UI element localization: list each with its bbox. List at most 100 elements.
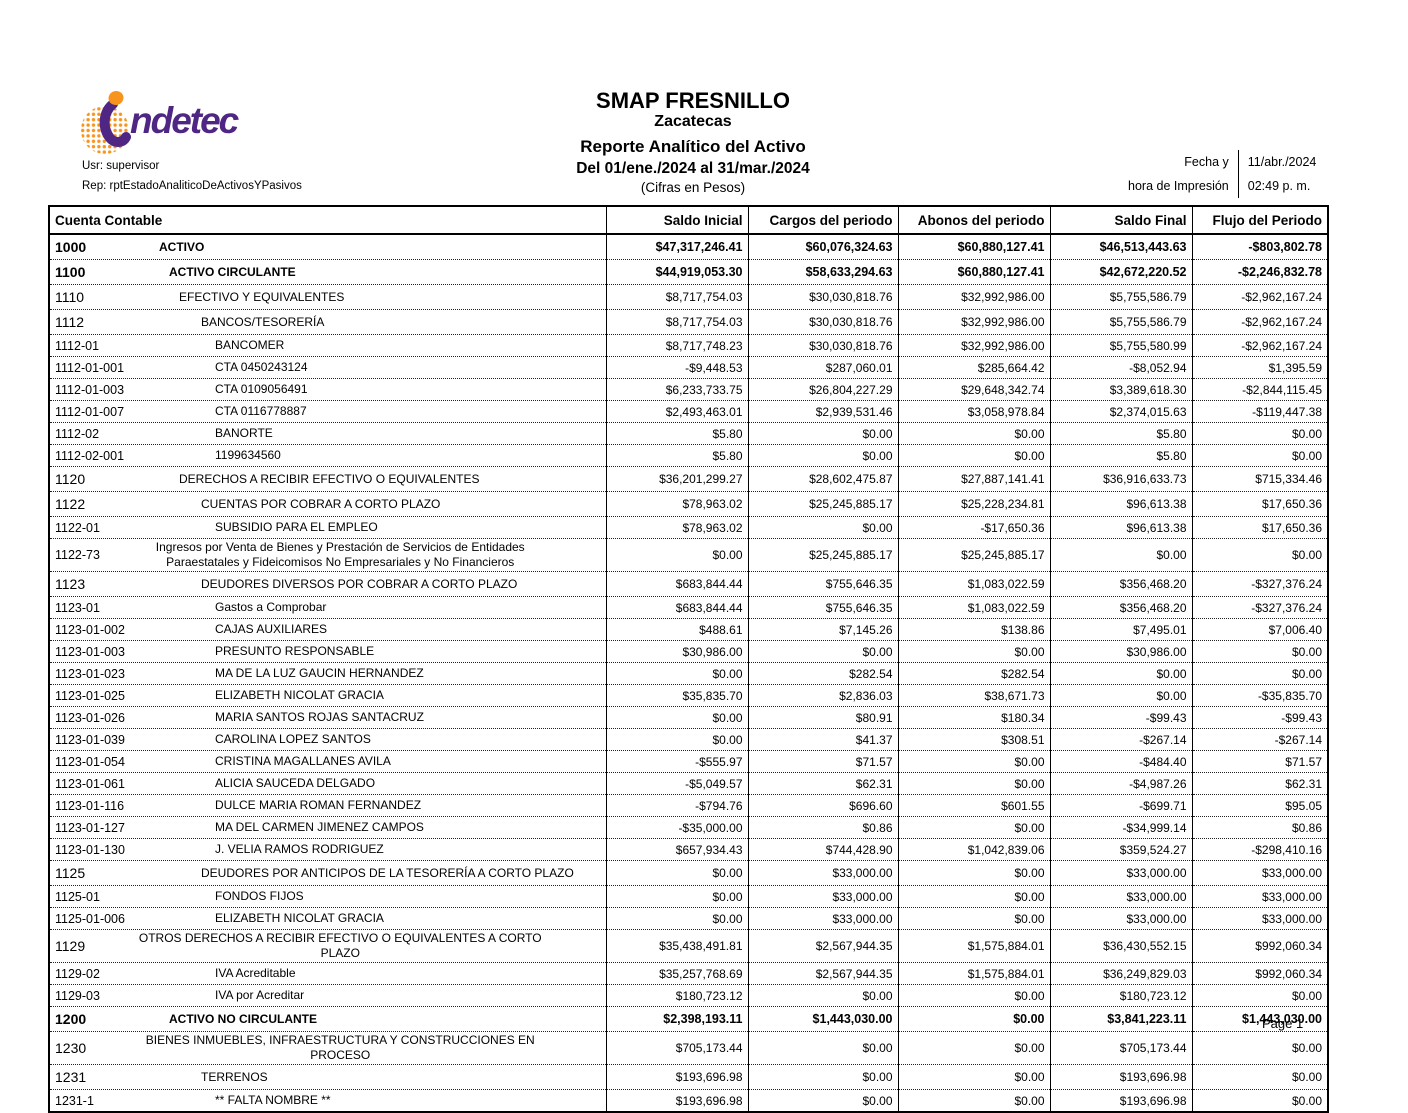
table-row: 1200 ACTIVO NO CIRCULANTE $2,398,193.11 … (49, 1006, 1328, 1032)
cell-abonos-periodo: $601.55 (897, 794, 1050, 817)
cell-saldo-final: $30,986.00 (1049, 640, 1192, 663)
cell-saldo-final: $5,755,586.79 (1049, 284, 1192, 310)
cell-abonos-periodo: $0.00 (897, 750, 1050, 773)
account-description: BIENES INMUEBLES, INFRAESTRUCTURA Y CONS… (145, 1033, 535, 1062)
cell-flujo-periodo: $0.00 (1191, 538, 1328, 572)
account-code: 1123-01-039 (55, 732, 125, 747)
cell-saldo-final: -$4,987.26 (1049, 772, 1192, 795)
cell-abonos-periodo: $25,228,234.81 (897, 491, 1050, 517)
table-row: 1123-01-002 CAJAS AUXILIARES $488.61 $7,… (49, 618, 1328, 641)
cell-saldo-inicial: $5.80 (605, 444, 748, 467)
cuenta-cell: 1123-01-003 PRESUNTO RESPONSABLE (49, 640, 606, 663)
cell-saldo-final: -$99.43 (1049, 706, 1192, 729)
account-table-body: 1000 ACTIVO $47,317,246.41 $60,076,324.6… (49, 234, 1328, 1112)
cell-flujo-periodo: $7,006.40 (1191, 618, 1328, 641)
cuenta-cell: 1129 OTROS DERECHOS A RECIBIR EFECTIVO O… (49, 929, 606, 963)
account-description: ACTIVO CIRCULANTE (169, 264, 296, 279)
cell-saldo-final: $33,000.00 (1049, 885, 1192, 908)
cell-saldo-inicial: $36,201,299.27 (605, 466, 748, 492)
cuenta-cell: 1123-01-127 MA DEL CARMEN JIMENEZ CAMPOS (49, 816, 606, 839)
account-description: IVA por Acreditar (215, 988, 305, 1002)
col-cargos-periodo: Cargos del periodo (747, 206, 898, 235)
table-row: 1122 CUENTAS POR COBRAR A CORTO PLAZO $7… (49, 491, 1328, 517)
account-code: 1123 (55, 576, 86, 592)
account-description: Gastos a Comprobar (215, 600, 327, 614)
cell-saldo-inicial: $35,835.70 (605, 684, 748, 707)
account-code: 1122 (55, 496, 86, 512)
col-saldo-inicial: Saldo Inicial (605, 206, 748, 235)
table-row: 1129-03 IVA por Acreditar $180,723.12 $0… (49, 984, 1328, 1007)
cell-cargos-periodo: $30,030,818.76 (747, 334, 898, 357)
account-description: DULCE MARIA ROMAN FERNANDEZ (215, 798, 422, 812)
cell-saldo-inicial: $8,717,754.03 (605, 309, 748, 335)
cell-cargos-periodo: $0.00 (747, 640, 898, 663)
page-number: Page 1 (1262, 1016, 1304, 1031)
cell-abonos-periodo: -$17,650.36 (897, 516, 1050, 539)
cuenta-cell: 1112-01-007 CTA 0116778887 (49, 400, 606, 423)
cell-cargos-periodo: $0.00 (747, 1089, 898, 1112)
table-row: 1110 EFECTIVO Y EQUIVALENTES $8,717,754.… (49, 284, 1328, 310)
cell-cargos-periodo: $62.31 (747, 772, 898, 795)
cell-saldo-final: $7,495.01 (1049, 618, 1192, 641)
period-subtitle: Del 01/ene./2024 al 31/mar./2024 (576, 160, 810, 178)
account-code: 1129-02 (55, 966, 100, 981)
cell-flujo-periodo: $0.00 (1191, 640, 1328, 663)
cell-saldo-inicial: $30,986.00 (605, 640, 748, 663)
cell-flujo-periodo: -$2,962,167.24 (1191, 284, 1328, 310)
col-flujo-periodo: Flujo del Periodo (1191, 206, 1328, 235)
cell-cargos-periodo: $7,145.26 (747, 618, 898, 641)
cell-abonos-periodo: $3,058,978.84 (897, 400, 1050, 423)
cell-flujo-periodo: $17,650.36 (1191, 491, 1328, 517)
cell-saldo-inicial: -$555.97 (605, 750, 748, 773)
state-subtitle: Zacatecas (654, 113, 732, 131)
cell-abonos-periodo: $0.00 (897, 885, 1050, 908)
account-code: 1120 (55, 471, 86, 487)
title-block: SMAP FRESNILLO Zacatecas Reporte Analíti… (453, 88, 933, 196)
cell-saldo-inicial: $6,233,733.75 (605, 378, 748, 401)
table-row: 1120 DERECHOS A RECIBIR EFECTIVO O EQUIV… (49, 466, 1328, 492)
account-description: OTROS DERECHOS A RECIBIR EFECTIVO O EQUI… (138, 931, 542, 960)
account-code: 1123-01-003 (55, 644, 125, 659)
cell-saldo-inicial: -$9,448.53 (605, 356, 748, 379)
account-description: PRESUNTO RESPONSABLE (215, 644, 375, 658)
cell-saldo-final: $36,916,633.73 (1049, 466, 1192, 492)
report-title: Reporte Analítico del Activo (580, 136, 806, 156)
table-row: 1129-02 IVA Acreditable $35,257,768.69 $… (49, 962, 1328, 985)
account-code: 1123-01-127 (55, 820, 125, 835)
cell-abonos-periodo: $1,083,022.59 (897, 596, 1050, 619)
table-row: 1112-01-007 CTA 0116778887 $2,493,463.01… (49, 400, 1328, 423)
cell-saldo-final: $356,468.20 (1049, 571, 1192, 597)
cell-flujo-periodo: $1,443,030.00 (1191, 1006, 1328, 1032)
cuenta-cell: 1122 CUENTAS POR COBRAR A CORTO PLAZO (49, 491, 606, 517)
cell-abonos-periodo: $0.00 (897, 1031, 1050, 1065)
account-description: IVA Acreditable (215, 966, 296, 980)
cell-flujo-periodo: $95.05 (1191, 794, 1328, 817)
cuenta-cell: 1125-01-006 ELIZABETH NICOLAT GRACIA (49, 907, 606, 930)
cell-saldo-final: $193,696.98 (1049, 1089, 1192, 1112)
print-time-label: hora de Impresión (1128, 179, 1229, 193)
account-description: FONDOS FIJOS (215, 889, 304, 903)
cell-cargos-periodo: $2,836.03 (747, 684, 898, 707)
cuenta-cell: 1122-73 Ingresos por Venta de Bienes y P… (49, 538, 606, 572)
table-row: 1123-01 Gastos a Comprobar $683,844.44 $… (49, 596, 1328, 619)
cell-flujo-periodo: $0.00 (1191, 1031, 1328, 1065)
cuenta-cell: 1112-02-001 1199634560 (49, 444, 606, 467)
cuenta-cell: 1123-01-002 CAJAS AUXILIARES (49, 618, 606, 641)
account-description: Ingresos por Venta de Bienes y Prestació… (155, 540, 525, 569)
cell-flujo-periodo: $0.00 (1191, 1089, 1328, 1112)
report-id-line: Rep: rptEstadoAnaliticoDeActivosYPasivos (82, 180, 302, 192)
account-description: TERRENOS (201, 1069, 268, 1084)
print-info: Fecha y hora de Impresión 11/abr./2024 0… (1128, 150, 1316, 198)
account-code: 1123-01-026 (55, 710, 125, 725)
cuenta-cell: 1129-03 IVA por Acreditar (49, 984, 606, 1007)
cell-saldo-inicial: $193,696.98 (605, 1064, 748, 1090)
cell-abonos-periodo: $32,992,986.00 (897, 284, 1050, 310)
cell-abonos-periodo: $32,992,986.00 (897, 309, 1050, 335)
cell-saldo-inicial: $8,717,748.23 (605, 334, 748, 357)
table-row: 1123-01-003 PRESUNTO RESPONSABLE $30,986… (49, 640, 1328, 663)
cell-abonos-periodo: $308.51 (897, 728, 1050, 751)
cell-abonos-periodo: $0.00 (897, 860, 1050, 886)
cell-cargos-periodo: $58,633,294.63 (747, 259, 898, 285)
account-description: ALICIA SAUCEDA DELGADO (215, 776, 376, 790)
col-cuenta-contable: Cuenta Contable (49, 206, 606, 235)
